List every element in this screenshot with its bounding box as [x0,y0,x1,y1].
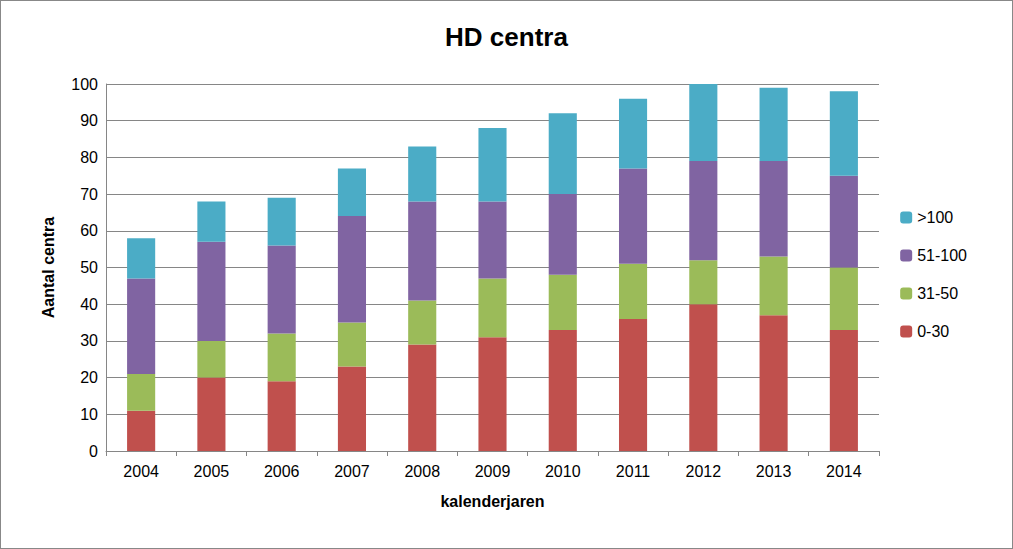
svg-text:0-30: 0-30 [917,323,949,340]
svg-text:2012: 2012 [686,463,722,480]
svg-text:2013: 2013 [756,463,792,480]
svg-text:31-50: 31-50 [917,285,958,302]
svg-text:Aantal centra: Aantal centra [40,217,57,318]
svg-text:0: 0 [89,443,98,460]
svg-text:40: 40 [80,296,98,313]
svg-text:2014: 2014 [826,463,862,480]
svg-text:2006: 2006 [264,463,300,480]
svg-text:2007: 2007 [334,463,370,480]
svg-text:2011: 2011 [616,463,651,480]
svg-text:100: 100 [71,76,98,93]
svg-text:60: 60 [80,222,98,239]
svg-text:80: 80 [80,149,98,166]
svg-text:10: 10 [80,406,98,423]
svg-text:2004: 2004 [123,463,159,480]
svg-text:20: 20 [80,369,98,386]
svg-text:>100: >100 [917,209,953,226]
svg-text:90: 90 [80,112,98,129]
svg-text:70: 70 [80,186,98,203]
svg-text:2005: 2005 [194,463,230,480]
svg-text:50: 50 [80,259,98,276]
svg-text:2008: 2008 [404,463,440,480]
svg-text:2010: 2010 [545,463,581,480]
svg-text:51-100: 51-100 [917,247,967,264]
svg-text:HD centra: HD centra [445,22,568,52]
svg-text:kalenderjaren: kalenderjaren [440,493,544,510]
svg-text:30: 30 [80,332,98,349]
svg-text:2009: 2009 [475,463,511,480]
